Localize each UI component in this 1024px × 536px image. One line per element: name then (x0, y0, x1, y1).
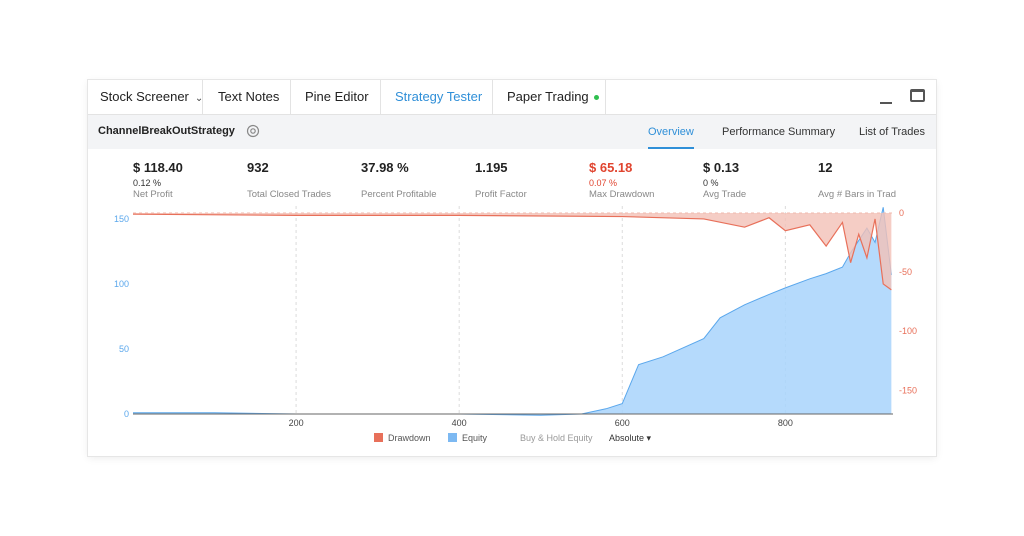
tab-overview[interactable]: Overview (648, 126, 694, 138)
left-tick-label: 100 (114, 279, 129, 289)
tab-label: Stock Screener (100, 89, 189, 104)
chevron-down-icon[interactable]: ⌄ (194, 93, 204, 104)
equity-drawdown-chart: 200 400 600 800 0 50 100 150 0 -50 -100 -150 (114, 206, 917, 428)
display-mode-dropdown[interactable]: Absolute ▾ (609, 433, 652, 443)
active-tab-underline (648, 147, 694, 149)
stat-avg-trade: $ 0.13 0 % Avg Trade (703, 160, 746, 200)
legend-equity[interactable]: Equity (448, 433, 487, 443)
right-tick-label: -50 (899, 267, 912, 277)
gear-icon[interactable] (246, 124, 260, 138)
tab-list-of-trades[interactable]: List of Trades (859, 126, 926, 138)
minimize-icon[interactable] (880, 80, 892, 114)
legend-drawdown[interactable]: Drawdown (374, 433, 431, 443)
legend-label: Equity (462, 433, 488, 443)
tab-text-notes[interactable]: Text Notes (203, 80, 291, 114)
x-tick-label: 200 (289, 418, 304, 428)
strategy-tester-panel: Stock Screener ⌄ Text Notes Pine Editor S… (88, 80, 936, 456)
left-tick-label: 0 (124, 409, 129, 419)
stat-percent: 0 % (703, 178, 719, 188)
strategy-name: ChannelBreakOutStrategy (98, 125, 235, 137)
stat-label: Profit Factor (475, 189, 527, 200)
tab-label: Paper Trading (507, 89, 589, 104)
drawdown-area (133, 213, 892, 290)
stat-value: 37.98 % (361, 160, 409, 175)
stat-label: Avg Trade (703, 189, 747, 200)
status-dot (593, 95, 599, 101)
stat-net-profit: $ 118.40 0.12 % Net Profit (133, 160, 183, 200)
stat-value: 932 (247, 160, 269, 175)
bottom-tab-bar: Stock Screener ⌄ Text Notes Pine Editor S… (88, 80, 936, 115)
x-tick-label: 400 (452, 418, 467, 428)
left-tick-label: 150 (114, 214, 129, 224)
equity-area (133, 207, 892, 416)
stat-total-closed-trades: 932 Total Closed Trades (247, 160, 331, 200)
maximize-icon[interactable] (910, 89, 925, 102)
legend-label: Drawdown (388, 433, 431, 443)
stat-value: 1.195 (475, 160, 508, 175)
drawdown-swatch (374, 433, 383, 442)
drawdown-line (132, 213, 892, 291)
stat-avg-bars: 12 Avg # Bars in Trad (818, 160, 896, 200)
stat-max-drawdown: $ 65.18 0.07 % Max Drawdown (589, 160, 654, 200)
stat-percent: 0.07 % (589, 178, 618, 188)
stat-value: $ 118.40 (133, 160, 183, 175)
stat-label: Percent Profitable (361, 189, 437, 200)
equity-swatch (448, 433, 457, 442)
left-tick-label: 50 (119, 344, 129, 354)
tab-label: Strategy Tester (395, 89, 483, 104)
stat-value: 12 (818, 160, 833, 175)
stat-label: Max Drawdown (589, 189, 655, 200)
tab-label: Text Notes (218, 89, 280, 104)
x-tick-label: 800 (778, 418, 793, 428)
tab-label: Pine Editor (305, 89, 369, 104)
tab-pine-editor[interactable]: Pine Editor (291, 80, 381, 114)
tab-performance-summary[interactable]: Performance Summary (722, 126, 836, 138)
legend-buy-hold[interactable]: Buy & Hold Equity (520, 433, 593, 443)
right-tick-label: -150 (899, 385, 917, 395)
stat-profit-factor: 1.195 Profit Factor (475, 160, 527, 200)
stat-label: Net Profit (133, 189, 173, 200)
x-tick-label: 600 (615, 418, 630, 428)
right-tick-label: -100 (899, 326, 917, 336)
tab-strategy-tester[interactable]: Strategy Tester (381, 80, 493, 114)
stat-label: Total Closed Trades (247, 189, 331, 200)
stat-label: Avg # Bars in Trad (818, 189, 896, 200)
stat-value: $ 65.18 (589, 160, 633, 175)
tab-stock-screener[interactable]: Stock Screener ⌄ (88, 80, 203, 114)
stat-percent-profitable: 37.98 % Percent Profitable (361, 160, 437, 200)
strategy-header: ChannelBreakOutStrategy Overview Perform… (88, 115, 936, 149)
stat-percent: 0.12 % (133, 178, 162, 188)
right-tick-label: 0 (899, 208, 904, 218)
tab-paper-trading[interactable]: Paper Trading (493, 80, 606, 114)
stat-value: $ 0.13 (703, 160, 740, 175)
